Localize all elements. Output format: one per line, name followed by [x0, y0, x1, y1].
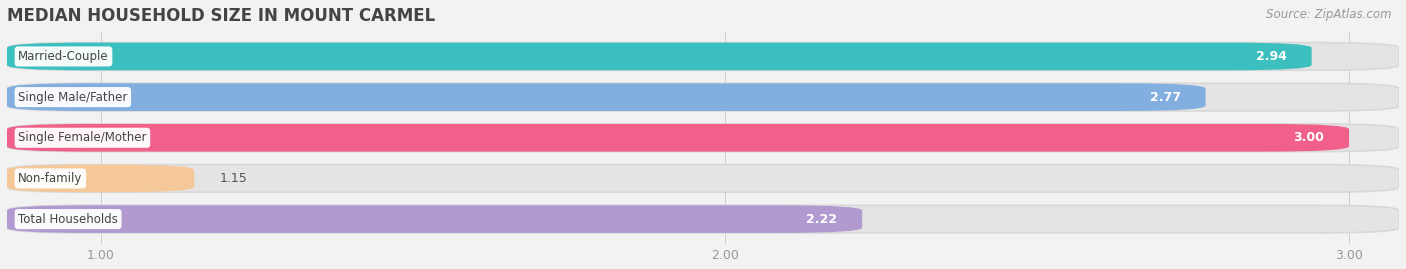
Text: Married-Couple: Married-Couple — [18, 50, 108, 63]
FancyBboxPatch shape — [7, 165, 1399, 192]
FancyBboxPatch shape — [7, 205, 862, 233]
Text: Single Male/Father: Single Male/Father — [18, 91, 128, 104]
Text: Non-family: Non-family — [18, 172, 83, 185]
FancyBboxPatch shape — [7, 83, 1399, 111]
Text: Source: ZipAtlas.com: Source: ZipAtlas.com — [1267, 8, 1392, 21]
FancyBboxPatch shape — [7, 124, 1399, 152]
FancyBboxPatch shape — [7, 165, 194, 192]
Text: 2.94: 2.94 — [1256, 50, 1286, 63]
FancyBboxPatch shape — [7, 43, 1312, 70]
Text: 2.22: 2.22 — [806, 213, 837, 226]
Text: 3.00: 3.00 — [1294, 131, 1324, 144]
FancyBboxPatch shape — [7, 205, 1399, 233]
FancyBboxPatch shape — [7, 124, 1350, 152]
Text: 1.15: 1.15 — [219, 172, 247, 185]
Text: Total Households: Total Households — [18, 213, 118, 226]
Text: Single Female/Mother: Single Female/Mother — [18, 131, 146, 144]
Text: 2.77: 2.77 — [1150, 91, 1181, 104]
FancyBboxPatch shape — [7, 43, 1399, 70]
Text: MEDIAN HOUSEHOLD SIZE IN MOUNT CARMEL: MEDIAN HOUSEHOLD SIZE IN MOUNT CARMEL — [7, 7, 436, 25]
FancyBboxPatch shape — [7, 83, 1205, 111]
